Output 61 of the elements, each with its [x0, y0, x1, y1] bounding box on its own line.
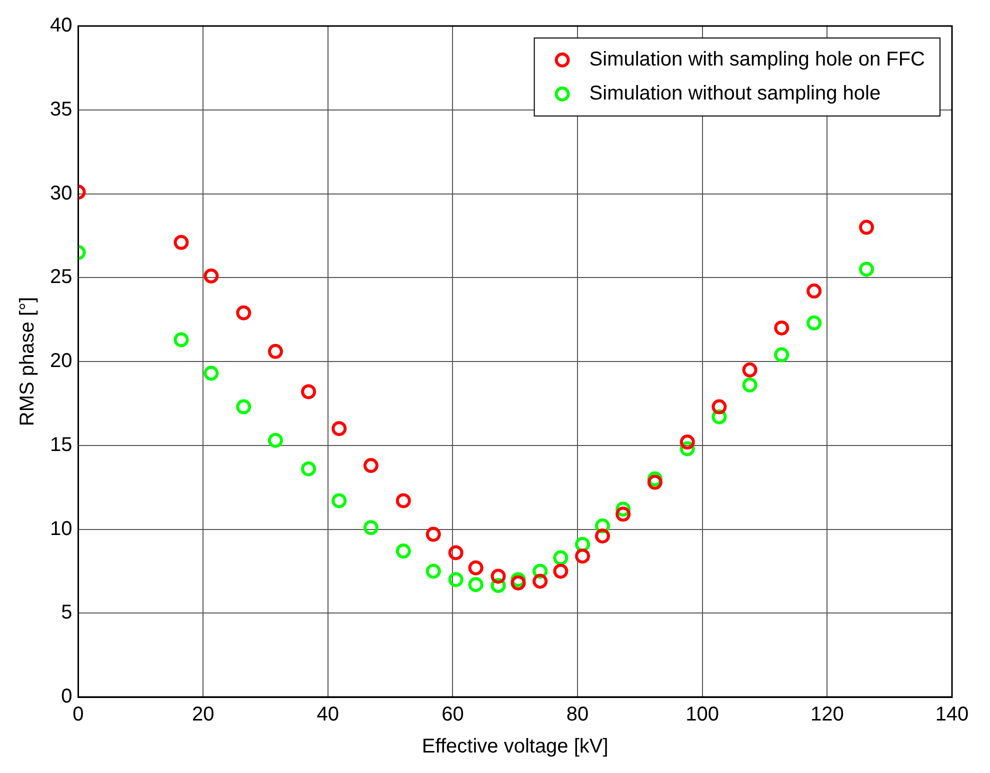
point	[301, 461, 316, 476]
x-tick-label: 80	[566, 704, 589, 726]
point	[532, 574, 548, 589]
point	[858, 262, 874, 277]
point	[774, 347, 790, 362]
point	[774, 320, 790, 336]
point	[204, 366, 219, 381]
point	[236, 399, 252, 414]
point	[858, 220, 874, 235]
x-tick-label: 60	[442, 704, 464, 726]
y-tick-label: 35	[50, 98, 72, 120]
x-axis-title: Effective voltage [kV]	[422, 736, 608, 758]
point	[553, 564, 568, 579]
point	[806, 284, 822, 299]
y-tick-label: 0	[61, 686, 72, 708]
point	[468, 577, 484, 592]
legend-label: Simulation without sampling hole	[589, 82, 881, 105]
y-axis-title: RMS phase [°]	[16, 296, 39, 426]
point	[174, 332, 189, 348]
point	[426, 564, 441, 579]
y-tick-label: 30	[50, 182, 72, 204]
y-tick-label: 25	[50, 266, 72, 288]
x-tick-label: 40	[316, 704, 340, 726]
point	[332, 421, 347, 436]
point	[647, 474, 662, 490]
point	[680, 434, 695, 450]
point	[616, 506, 631, 522]
point	[742, 362, 758, 378]
point	[510, 575, 526, 590]
point	[268, 432, 283, 448]
point	[448, 572, 464, 588]
point	[236, 305, 252, 320]
point	[553, 550, 568, 566]
point	[301, 384, 316, 400]
point	[712, 399, 727, 414]
y-tick-label: 20	[50, 350, 72, 372]
point	[174, 234, 189, 250]
point	[268, 344, 283, 359]
point	[806, 315, 822, 330]
legend-label: Simulation with sampling hole on FFC	[589, 48, 925, 71]
y-tick-label: 40	[50, 14, 72, 37]
point	[396, 544, 411, 559]
point	[595, 528, 610, 544]
point	[363, 458, 378, 474]
point	[575, 548, 590, 564]
point	[468, 560, 484, 576]
y-tick-label: 10	[50, 518, 72, 540]
y-tick-label: 15	[50, 434, 72, 456]
point	[396, 493, 411, 508]
x-tick-label: 120	[810, 704, 844, 726]
x-tick-label: 20	[192, 704, 214, 726]
point	[490, 568, 506, 584]
point	[363, 520, 378, 536]
point	[742, 377, 758, 392]
point	[332, 493, 347, 508]
x-tick-label: 100	[686, 704, 720, 726]
point	[426, 526, 441, 542]
point	[448, 545, 464, 560]
y-tick-label: 5	[61, 602, 72, 624]
x-tick-label: 140	[935, 704, 969, 726]
point	[204, 268, 219, 284]
